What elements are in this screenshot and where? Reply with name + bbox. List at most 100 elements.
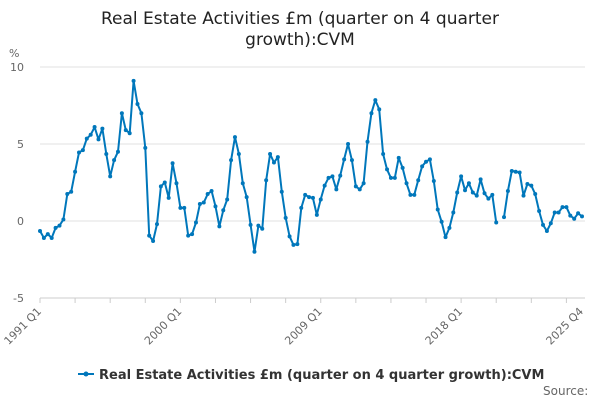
data-point <box>57 223 62 228</box>
data-point <box>76 150 81 155</box>
data-point <box>240 181 245 186</box>
data-point <box>252 249 257 254</box>
data-point <box>88 132 93 137</box>
data-point <box>544 229 549 234</box>
chart-title-line-2: growth):CVM <box>245 30 355 50</box>
data-point <box>92 125 97 130</box>
data-point <box>65 192 70 197</box>
data-point <box>365 139 370 144</box>
data-point <box>342 157 347 162</box>
data-point <box>260 226 265 231</box>
data-point <box>525 182 530 187</box>
data-point <box>529 183 534 188</box>
data-point <box>470 190 475 195</box>
data-point <box>96 137 101 142</box>
data-point <box>466 181 471 186</box>
x-tick-label: 2018 Q1 <box>423 305 466 348</box>
data-point <box>568 213 573 218</box>
data-point <box>271 160 276 165</box>
data-point <box>209 188 214 193</box>
data-point <box>396 155 401 160</box>
chart-title-line-1: Real Estate Activities £m (quarter on 4 … <box>101 9 499 29</box>
data-point <box>564 205 569 210</box>
data-point <box>482 191 487 196</box>
y-tick-label: -5 <box>13 292 24 305</box>
data-point <box>361 181 366 186</box>
data-point <box>463 188 468 193</box>
data-point <box>349 158 354 163</box>
data-point <box>424 159 429 164</box>
data-point <box>400 165 405 170</box>
data-point <box>338 173 343 178</box>
data-point <box>100 126 105 131</box>
data-point <box>41 235 46 240</box>
data-point <box>38 229 42 234</box>
data-point <box>112 158 117 163</box>
data-point <box>560 205 565 210</box>
data-point <box>205 192 210 197</box>
data-point <box>61 217 66 222</box>
data-point <box>509 168 514 173</box>
data-point <box>131 78 136 83</box>
data-point <box>73 169 78 174</box>
data-point <box>295 242 300 247</box>
series-line <box>39 79 583 253</box>
source-label: Source: <box>543 384 588 398</box>
data-point <box>49 235 54 240</box>
data-point <box>84 136 89 141</box>
data-point <box>166 195 171 200</box>
data-point <box>451 210 456 215</box>
data-point <box>104 152 109 157</box>
data-point <box>229 158 234 163</box>
data-point <box>279 189 284 194</box>
data-point <box>486 196 491 201</box>
data-point <box>502 215 507 220</box>
data-point <box>154 222 159 227</box>
data-point <box>431 178 436 183</box>
data-point <box>357 187 362 192</box>
data-point <box>416 178 421 183</box>
data-point <box>213 204 218 209</box>
data-point <box>373 98 378 103</box>
data-point <box>119 111 124 116</box>
data-point <box>322 183 327 188</box>
data-point <box>318 197 323 202</box>
data-point <box>310 195 315 200</box>
data-point <box>346 142 351 146</box>
data-point <box>174 181 179 186</box>
x-tick-label: 1991 Q1 <box>2 305 45 348</box>
legend-marker-icon <box>83 371 89 377</box>
x-tick-label: 2025 Q4 <box>544 305 587 348</box>
legend-label: Real Estate Activities £m (quarter on 4 … <box>99 368 544 383</box>
data-point <box>494 220 499 225</box>
data-point <box>256 223 261 228</box>
data-point <box>127 131 132 136</box>
data-point <box>115 149 120 154</box>
legend[interactable]: Real Estate Activities £m (quarter on 4 … <box>78 368 544 383</box>
data-point <box>580 214 584 219</box>
y-tick-label: 0 <box>17 215 24 228</box>
data-point <box>572 216 577 221</box>
data-point <box>197 202 202 207</box>
data-point <box>193 220 198 225</box>
data-point <box>232 135 237 140</box>
data-point <box>377 107 382 112</box>
data-point <box>330 174 335 179</box>
data-point <box>541 222 546 227</box>
data-point <box>80 148 85 153</box>
data-point <box>291 242 296 247</box>
data-point <box>170 161 175 166</box>
data-point <box>221 208 226 213</box>
data-point <box>147 233 152 238</box>
data-point <box>420 164 425 169</box>
data-point <box>439 219 444 224</box>
data-point <box>69 189 74 194</box>
data-point <box>474 193 479 198</box>
data-point <box>236 152 241 157</box>
data-point <box>537 208 542 213</box>
data-point <box>190 232 195 237</box>
data-point <box>353 184 358 189</box>
data-point <box>287 234 292 239</box>
data-point <box>314 212 319 217</box>
